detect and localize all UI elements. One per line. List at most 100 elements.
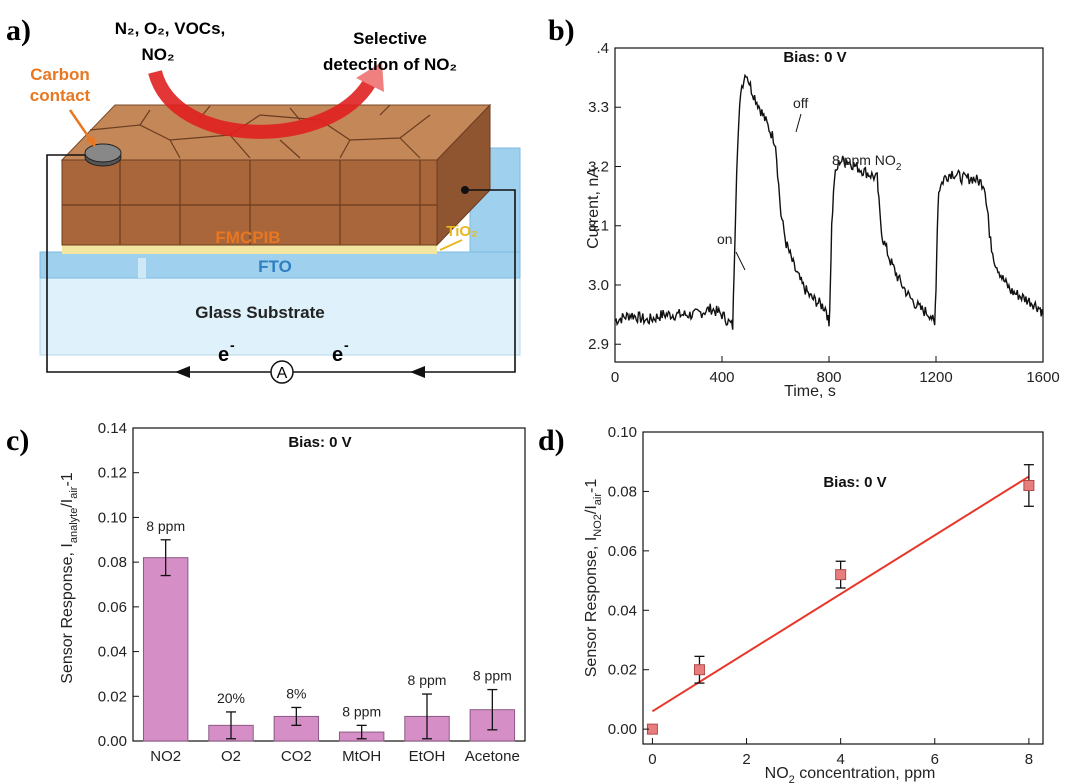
chart-b-on-label: on xyxy=(717,231,733,247)
chart-d-point xyxy=(1023,479,1035,491)
electron-label-right: e xyxy=(332,344,343,366)
chart-d-xtick-label: 0 xyxy=(648,751,656,768)
chart-d-ytick-label: 0.00 xyxy=(608,721,637,738)
chart-b-ytick-label: 3.3 xyxy=(588,99,609,116)
chart-c-ylabel-sub2: air xyxy=(68,486,80,499)
chart-b-xtick-label: 800 xyxy=(816,369,841,386)
chart-d-ylabel-end: -1 xyxy=(583,479,600,493)
chart-c-category-label: MtOH xyxy=(342,748,381,765)
chart-c-category-label: Acetone xyxy=(465,748,520,765)
panel-label-b: b) xyxy=(548,14,575,47)
fmcpib-label: FMCPIB xyxy=(215,228,280,247)
chart-b-gas-text: 8 ppm NO xyxy=(832,152,896,168)
chart-d-frame xyxy=(642,431,1044,745)
tio2-layer xyxy=(62,245,437,254)
chart-d-xlabel-main: NO xyxy=(765,765,789,782)
chart-d-ytick-label: 0.02 xyxy=(608,662,637,679)
current-arrow-right xyxy=(410,366,425,378)
carbon-pointer xyxy=(68,109,94,143)
chart-d-ticks: 0 2 4 6 8 0.00 0.02 0.04 0.06 0.08 0.10 xyxy=(608,424,1033,768)
gas-flow-arrow xyxy=(148,69,377,139)
fto-gap xyxy=(138,258,146,278)
carbon-pointer-head xyxy=(86,136,96,148)
chart-c-ytick-label: 0.10 xyxy=(98,509,127,526)
chart-d-bias: Bias: 0 V xyxy=(823,474,886,491)
chart-b-ytick-label: 2.9 xyxy=(588,336,609,353)
chart-b-gas-sub: 2 xyxy=(896,162,902,173)
chart-c-bar-label: 20% xyxy=(217,690,245,706)
chart-c-ylabel-main: Sensor Response, I xyxy=(59,543,76,684)
chart-d-xtick-label: 8 xyxy=(1025,751,1033,768)
chart-c-category-label: EtOH xyxy=(409,748,446,765)
electron-label-left: e xyxy=(218,344,229,366)
chart-d-xtick-label: 2 xyxy=(742,751,750,768)
chart-d-ytick-label: 0.08 xyxy=(608,483,637,500)
chart-b: b) 0 400 800 1200 1600 2.9 3.0 3.1 3.2 3.3 .4 Bia… xyxy=(548,14,1060,400)
chart-d-ytick-label: 0.10 xyxy=(608,424,637,441)
fto-label: FTO xyxy=(258,257,292,276)
chart-c-ytick-label: 0.00 xyxy=(98,733,127,750)
chart-c-bar-label: 8 ppm xyxy=(146,518,185,534)
glass-label: Glass Substrate xyxy=(195,303,324,322)
panel-label-a: a) xyxy=(6,14,31,47)
chart-b-ylabel: Current, nA xyxy=(585,167,602,249)
chart-d-ytick-label: 0.04 xyxy=(608,602,637,619)
gas-flow-arrowhead xyxy=(356,62,384,92)
gas-label-line1: N₂, O₂, VOCs, xyxy=(115,19,226,38)
electron-minus-right: - xyxy=(344,337,349,353)
chart-b-off-label: off xyxy=(793,95,808,111)
panel-label-d: d) xyxy=(538,424,565,457)
ammeter-label: A xyxy=(277,365,288,382)
chart-d-ytick-label: 0.06 xyxy=(608,543,637,560)
chart-b-xtick-label: 1200 xyxy=(919,369,952,386)
chart-b-bias: Bias: 0 V xyxy=(783,49,846,66)
chart-b-off-pointer xyxy=(795,113,802,133)
chart-c-ylabel-sub1: analyte xyxy=(68,508,80,543)
chart-c-ytick-label: 0.14 xyxy=(98,420,127,437)
chart-d-fit-line xyxy=(651,475,1030,713)
current-arrow-left xyxy=(175,366,190,378)
chart-d-ylabel-mid: /I xyxy=(583,505,600,514)
chart-c-ytick-label: 0.02 xyxy=(98,688,127,705)
chart-c-ytick-label: 0.08 xyxy=(98,554,127,571)
chart-d-xtick-label: 4 xyxy=(836,751,844,768)
chart-d: d) 0 2 4 6 8 0.00 0.02 0.04 0.06 0.08 0.10 Bias: 0… xyxy=(538,424,1044,784)
ammeter-circle xyxy=(270,360,294,384)
chart-b-ticks: 0 400 800 1200 1600 2.9 3.0 3.1 3.2 3.3 xyxy=(588,99,1060,386)
carbon-contact-top xyxy=(84,143,122,163)
panel-label-c: c) xyxy=(6,424,29,457)
chart-c-bar-label: 8 ppm xyxy=(408,672,447,688)
chart-c-category-label: CO2 xyxy=(281,748,312,765)
chart-d-xtick-label: 6 xyxy=(931,751,939,768)
selective-label-line2: detection of NO₂ xyxy=(323,55,457,74)
chart-d-points xyxy=(646,464,1035,735)
chart-b-on-pointer xyxy=(735,251,746,271)
chart-d-point xyxy=(693,664,705,676)
chart-b-xlabel: Time, s xyxy=(784,383,836,400)
chart-b-ytick-label: 3.1 xyxy=(588,218,609,235)
chart-c-ylabel-end: -1 xyxy=(59,472,76,486)
chart-c-bars: 8 ppm NO2 20% O2 8% CO2 8 ppm MtOH 8 ppm EtOH 8 pp… xyxy=(142,518,520,765)
chart-b-gas-label: 8 ppm NO2 xyxy=(832,152,902,173)
chart-c-bar-label: 8% xyxy=(286,685,306,701)
gas-label-line2: NO₂ xyxy=(141,45,174,64)
chart-c-ticks: 0.00 0.02 0.04 0.06 0.08 0.10 0.12 0.14 xyxy=(98,420,139,750)
chart-c-bar-label: 8 ppm xyxy=(342,703,381,719)
chart-c-ylabel: Sensor Response, Ianalyte/Iair-1 xyxy=(59,472,80,683)
chart-d-xlabel: NO2 concentration, ppm xyxy=(765,765,936,784)
fto-contact-dot xyxy=(461,186,469,194)
chart-c-category-label: O2 xyxy=(221,748,241,765)
chart-b-xtick-label: 1600 xyxy=(1026,369,1059,386)
chart-b-series-line xyxy=(614,73,1044,330)
chart-b-ytick-label: 3.2 xyxy=(588,158,609,175)
chart-d-ylabel-sub2: air xyxy=(592,493,604,506)
chart-d-ylabel-sub1: NO2 xyxy=(592,514,604,537)
chart-b-xtick-label: 0 xyxy=(611,369,619,386)
chart-d-xlabel-end: concentration, ppm xyxy=(795,765,936,782)
chart-d-point xyxy=(835,569,847,581)
chart-c-bias: Bias: 0 V xyxy=(288,434,351,451)
chart-c-ytick-label: 0.06 xyxy=(98,599,127,616)
electron-minus-left: - xyxy=(230,337,235,353)
